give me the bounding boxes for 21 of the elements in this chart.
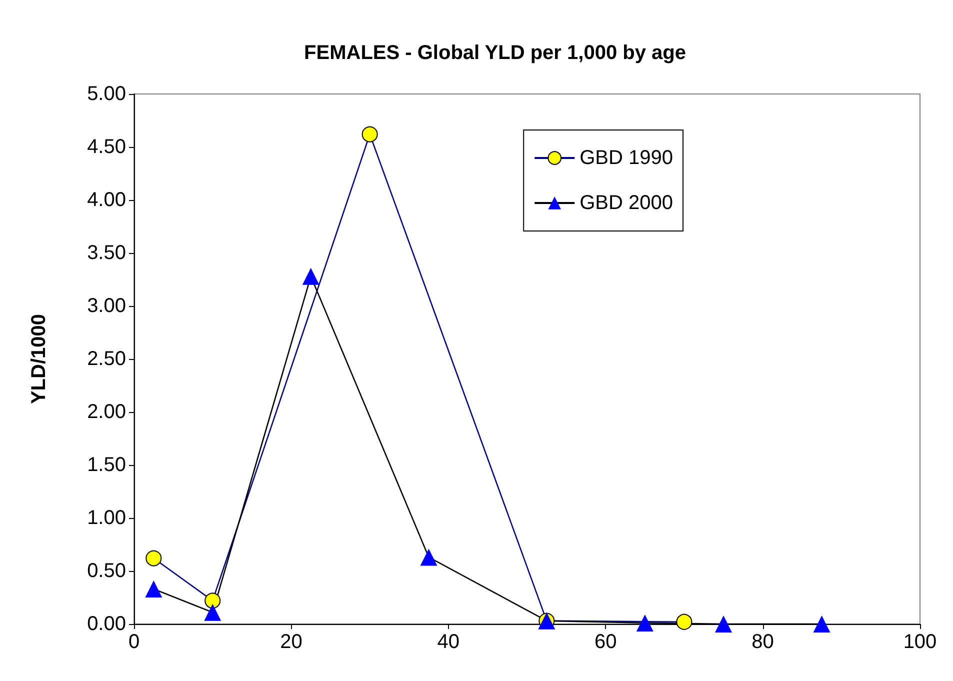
chart-title: FEMALES - Global YLD per 1,000 by age bbox=[304, 42, 686, 64]
y-tick-label: 0.00 bbox=[87, 613, 126, 635]
y-tick-label: 2.50 bbox=[87, 348, 126, 370]
x-tick-label: 80 bbox=[752, 631, 774, 653]
y-tick-label: 1.00 bbox=[87, 507, 126, 529]
y-tick-label: 1.50 bbox=[87, 454, 126, 476]
y-tick-label: 0.50 bbox=[87, 560, 126, 582]
x-tick-label: 0 bbox=[128, 631, 140, 653]
x-tick-label: 60 bbox=[594, 631, 617, 653]
x-tick-label: 40 bbox=[437, 631, 460, 653]
y-tick-label: 3.50 bbox=[87, 242, 126, 264]
x-tick-label: 100 bbox=[903, 631, 937, 653]
y-tick-label: 4.50 bbox=[87, 136, 126, 158]
legend-label: GBD 1990 bbox=[580, 147, 673, 169]
y-axis-title: YLD/1000 bbox=[28, 314, 50, 404]
legend-label: GBD 2000 bbox=[580, 192, 673, 214]
y-tick-label: 4.00 bbox=[87, 189, 126, 211]
y-tick-label: 3.00 bbox=[87, 295, 126, 317]
x-tick-label: 20 bbox=[280, 631, 302, 653]
y-tick-label: 5.00 bbox=[87, 83, 126, 105]
y-tick-label: 2.00 bbox=[87, 401, 126, 423]
